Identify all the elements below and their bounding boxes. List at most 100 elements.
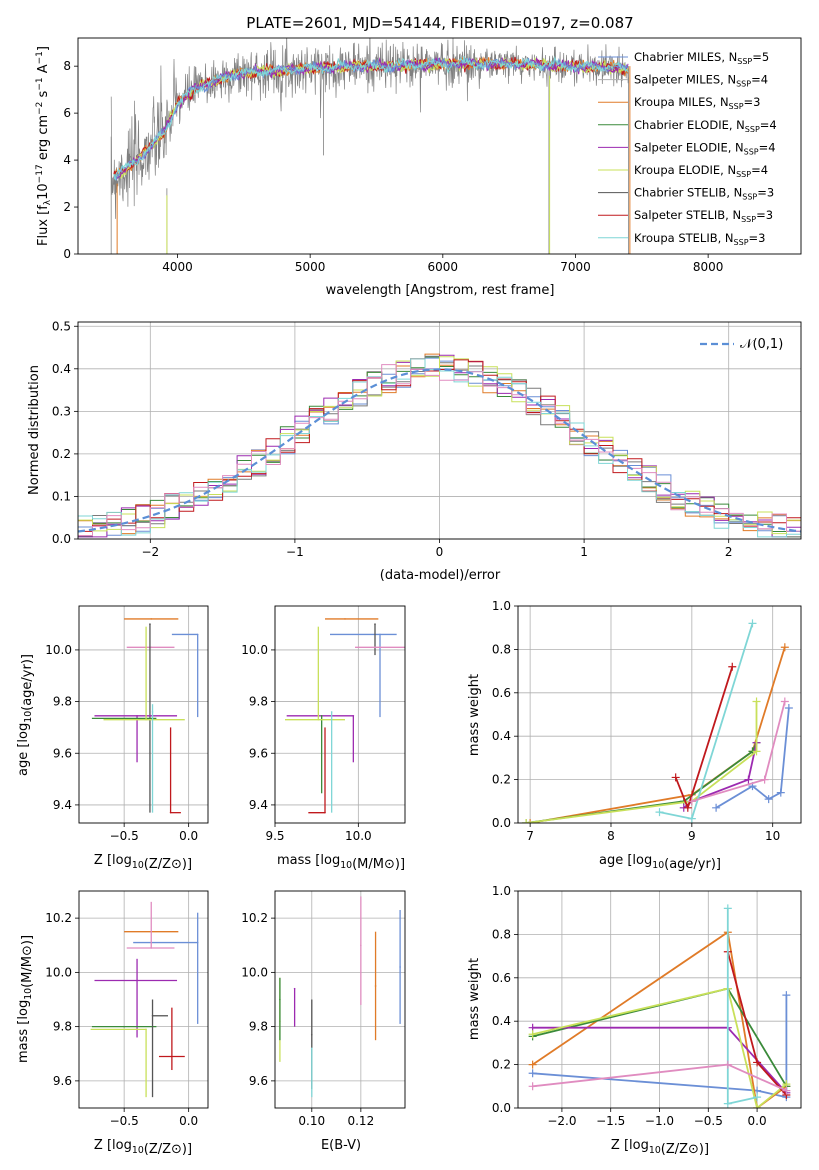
mass_vs_Z-ylabel: mass [log10(M/M⊙)] [16,935,35,1063]
plot-area-age_vs_Z [91,618,199,814]
x-tick-label: 10.0 [345,829,372,843]
spectrum-title: PLATE=2601, MJD=54144, FIBERID=0197, z=0… [246,14,633,32]
y-tick-label: 1.0 [492,599,511,613]
y-tick-label: 0.0 [492,1101,511,1115]
histogram-step [78,354,801,538]
x-tick-label: −0.5 [694,1114,723,1128]
y-tick-label: 10.2 [241,911,268,925]
y-tick-label: 1.0 [492,884,511,898]
x-tick-label: 4000 [162,260,193,274]
y-tick-label: 0.4 [492,729,511,743]
y-tick-label: 0.3 [52,404,71,418]
weight-marker [782,1086,791,1095]
weight-marker [752,747,761,756]
axes-weight_vs_Z: −2.0 −1.5 −1.0 −0.5 0.0 0.0 0.2 0.4 0.6 0.8 1.0 Z [… [467,884,802,1157]
errorbar-point [374,646,376,649]
plot-area-spectrum [110,38,631,254]
weight-marker [728,662,737,671]
spectrum-ylabel: Flux [fλ10−17 erg cm−2 s−1 A−1] [35,46,53,246]
axes-age_vs_mass: 9.5 10.0 9.4 9.6 9.8 10.0 mass [log10(M/M⊙)] [241,605,406,872]
y-tick-label: 9.6 [249,746,268,760]
legend-entry: Salpeter STELIB, NSSP=3 [634,208,773,224]
weight-marker [655,808,664,817]
y-tick-label: 0.5 [52,319,71,333]
y-tick-label: 0.2 [492,773,511,787]
errorbar-point [150,947,153,949]
y-tick-label: 0.8 [492,927,511,941]
x-tick-label: 0.0 [179,829,198,843]
axes-spectrum: 4000 5000 6000 7000 8000 0 2 4 6 8 PLATE=2601, MJD… [35,14,802,298]
axes-residuals: −2 −1 0 1 2 0.0 0.1 0.2 0.3 0.4 0.5 𝒩(0,1) (data-mod… [27,319,802,583]
weight-line [525,742,758,823]
legend-entry: 𝒩(0,1) [740,337,783,352]
x-tick-label: 6000 [428,260,459,274]
errorbar-point [171,1055,173,1058]
errorbar-point [360,944,362,947]
errorbar-point [196,633,199,636]
errorbar-point [196,941,199,944]
plot-area-age_vs_mass [285,618,405,814]
weight-marker [723,904,732,913]
axes-age_vs_Z: −0.5 0.0 9.4 9.6 9.8 10.0 Z [log10(Z/Z⊙)] age [… [16,605,209,872]
errorbar-point [330,711,333,713]
errorbar-point [145,1028,147,1031]
weight-marker [752,697,761,706]
y-tick-label: 0.6 [492,971,511,985]
weight-line [525,701,758,823]
x-tick-label: −0.5 [110,1114,139,1128]
plot-area-weight_vs_age [522,619,793,823]
x-tick-label: 0.10 [298,1114,325,1128]
x-tick-label: 5000 [295,260,326,274]
weight_vs_age-xlabel: age [log10(age/yr)] [599,853,721,872]
weight_vs_Z-xlabel: Z [log10(Z/Z⊙)] [611,1138,709,1157]
axes-mass_vs_ebv: 0.10 0.12 9.6 9.8 10.0 10.2 E(B-V) [241,890,406,1153]
errorbar-point [310,1047,313,1050]
y-tick-label: 0 [63,247,71,261]
x-tick-label: 9.5 [265,829,284,843]
legend-entry: Kroupa STELIB, NSSP=3 [634,231,765,247]
weight-line [532,987,787,1108]
errorbar-point [279,998,281,1001]
errorbar-point [379,633,381,636]
errorbar-point [123,1025,125,1028]
errorbar-point [324,811,326,814]
weight-marker [760,775,769,784]
x-tick-label: −1.5 [596,1114,625,1128]
legend-entry: Kroupa MILES, NSSP=3 [634,95,760,111]
x-tick-label: −2 [141,545,159,559]
x-tick-label: −1 [286,545,304,559]
spectrum-model-line [113,55,629,181]
axes-frame [517,890,802,1109]
weight-marker [753,1058,762,1067]
x-tick-label: 1 [580,545,588,559]
legend-entry: Kroupa ELODIE, NSSP=4 [634,163,768,179]
spectrum-data-line [110,38,629,219]
errorbar-point [352,714,355,717]
weight-marker [723,1060,732,1069]
errorbar-point [310,1033,313,1036]
weight-marker [526,819,535,823]
errorbar-point [150,646,153,649]
errorbar-point [123,717,125,720]
x-tick-label: 7000 [560,260,591,274]
errorbar-point [399,966,401,968]
legend-entry: Salpeter MILES, NSSP=4 [634,73,768,89]
y-tick-label: 9.8 [53,1020,72,1034]
y-tick-label: 9.6 [53,1074,72,1088]
errorbar-point [344,618,346,620]
errorbar-point [169,811,172,814]
weight-marker [683,803,692,812]
x-tick-label: 7 [526,829,534,843]
errorbar-point [317,718,320,721]
y-tick-label: 0.2 [492,1058,511,1072]
y-tick-label: 0.8 [492,642,511,656]
x-tick-label: 2 [725,545,733,559]
errorbar-point [320,714,323,717]
weight-marker [528,1069,537,1078]
y-tick-label: 6 [63,106,71,120]
mass_vs_ebv-xlabel: E(B-V) [321,1138,361,1153]
plot-area-mass_vs_Z [90,901,199,1098]
weight-marker [528,1030,537,1039]
y-tick-label: 9.4 [53,798,72,812]
